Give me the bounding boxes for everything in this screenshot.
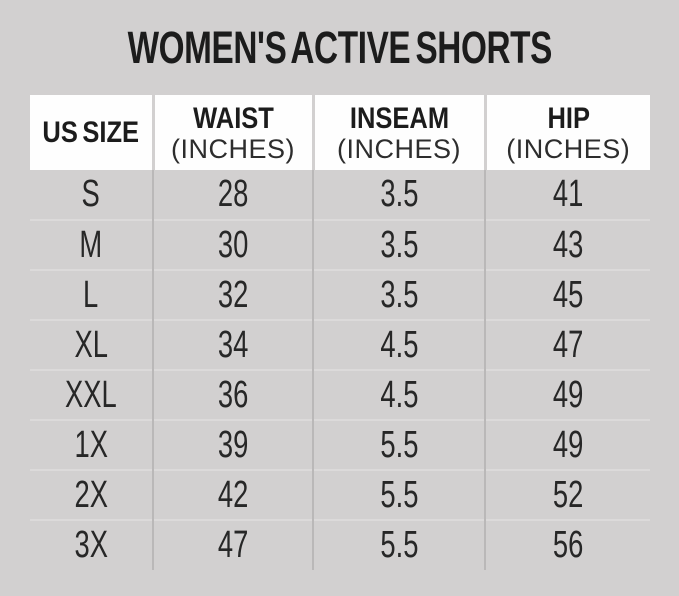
us-size-cell: 3X (30, 519, 154, 570)
header-label-us-size: US SIZE (42, 115, 140, 149)
waist-cell: 42 (153, 469, 314, 520)
hip-cell: 45 (485, 269, 650, 320)
table-row: L 32 3.5 45 (30, 269, 650, 320)
header-cell-inseam: INSEAM (INCHES) (313, 95, 487, 170)
waist-cell: 34 (153, 319, 314, 370)
cell-value: XXL (65, 373, 117, 416)
hip-cell: 49 (485, 369, 650, 420)
cell-value: 4.5 (379, 373, 419, 416)
table-row: XL 34 4.5 47 (30, 319, 650, 370)
hip-cell: 47 (485, 319, 650, 370)
header-label-inseam: INSEAM (349, 101, 449, 135)
hip-cell: 43 (485, 219, 650, 270)
hip-cell: 52 (485, 469, 650, 520)
hip-cell: 56 (485, 519, 650, 570)
table-header-row: US SIZE WAIST (INCHES) INSEAM (INCHES) H… (30, 95, 650, 170)
inseam-cell: 4.5 (313, 319, 486, 370)
waist-cell: 39 (153, 419, 314, 470)
cell-value: 56 (552, 524, 584, 566)
cell-value: 3.5 (379, 223, 419, 266)
inseam-cell: 5.5 (313, 469, 486, 520)
cell-value: 36 (217, 373, 249, 416)
inseam-cell: 3.5 (313, 170, 486, 220)
cell-value: 43 (552, 223, 584, 266)
cell-value: 28 (217, 173, 249, 215)
us-size-cell: S (30, 170, 154, 220)
inseam-cell: 4.5 (313, 369, 486, 420)
us-size-cell: L (30, 269, 154, 320)
cell-value: 49 (552, 373, 584, 416)
us-size-cell: M (30, 219, 154, 270)
cell-value: 2X (74, 473, 108, 516)
header-cell-us-size: US SIZE (30, 95, 155, 170)
header-label-hip: HIP (546, 101, 590, 135)
us-size-cell: 2X (30, 469, 154, 520)
cell-value: 39 (217, 423, 249, 466)
header-cell-hip: HIP (INCHES) (485, 95, 650, 170)
us-size-cell: XL (30, 319, 154, 370)
waist-cell: 30 (153, 219, 314, 270)
page-title: WOMEN'S ACTIVE SHORTS (30, 20, 650, 76)
cell-value: 3X (74, 524, 108, 566)
cell-value: 47 (552, 323, 584, 366)
cell-value: 1X (74, 423, 108, 466)
table-row: M 30 3.5 43 (30, 219, 650, 270)
cell-value: 30 (217, 223, 249, 266)
cell-value: L (83, 273, 99, 316)
inseam-cell: 3.5 (313, 219, 486, 270)
header-cell-waist: WAIST (INCHES) (153, 95, 315, 170)
cell-value: 34 (217, 323, 249, 366)
cell-value: 3.5 (379, 173, 419, 215)
cell-value: 49 (552, 423, 584, 466)
us-size-cell: XXL (30, 369, 154, 420)
cell-value: 45 (552, 273, 584, 316)
table-row: 3X 47 5.5 56 (30, 519, 650, 570)
cell-value: 52 (552, 473, 584, 516)
header-sub-waist: (INCHES) (171, 133, 295, 164)
inseam-cell: 5.5 (313, 519, 486, 570)
cell-value: 3.5 (379, 273, 419, 316)
cell-value: 4.5 (379, 323, 419, 366)
cell-value: XL (74, 323, 108, 366)
hip-cell: 41 (485, 170, 650, 220)
us-size-cell: 1X (30, 419, 154, 470)
waist-cell: 36 (153, 369, 314, 420)
waist-cell: 28 (153, 170, 314, 220)
table-row: 1X 39 5.5 49 (30, 419, 650, 470)
header-sub-hip: (INCHES) (506, 133, 631, 164)
waist-cell: 47 (153, 519, 314, 570)
page-title-text: WOMEN'S ACTIVE SHORTS (127, 22, 553, 73)
inseam-cell: 3.5 (313, 269, 486, 320)
cell-value: 5.5 (379, 524, 419, 566)
header-sub-inseam: (INCHES) (337, 133, 461, 164)
table-row: 2X 42 5.5 52 (30, 469, 650, 520)
table-row: S 28 3.5 41 (30, 170, 650, 220)
waist-cell: 32 (153, 269, 314, 320)
cell-value: M (79, 223, 103, 266)
cell-value: 5.5 (379, 473, 419, 516)
cell-value: 5.5 (379, 423, 419, 466)
cell-value: 42 (217, 473, 249, 516)
hip-cell: 49 (485, 419, 650, 470)
inseam-cell: 5.5 (313, 419, 486, 470)
size-chart-table: US SIZE WAIST (INCHES) INSEAM (INCHES) H… (30, 95, 650, 570)
cell-value: 32 (217, 273, 249, 316)
cell-value: 47 (217, 524, 249, 566)
table-row: XXL 36 4.5 49 (30, 369, 650, 420)
header-label-waist: WAIST (192, 101, 274, 135)
cell-value: S (81, 173, 101, 215)
cell-value: 41 (552, 173, 584, 215)
